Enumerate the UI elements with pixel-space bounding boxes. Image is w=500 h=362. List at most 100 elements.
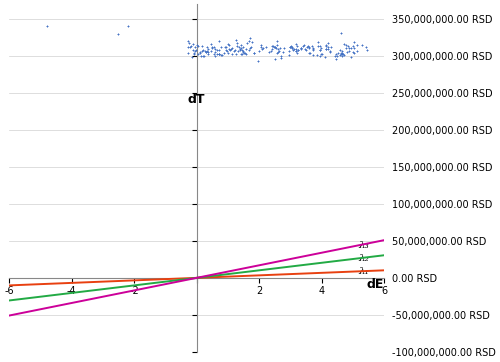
Point bbox=[288, 45, 296, 51]
Point bbox=[196, 50, 204, 56]
Point bbox=[338, 53, 345, 59]
Point bbox=[232, 51, 240, 56]
Point bbox=[198, 43, 206, 49]
Point bbox=[285, 48, 293, 54]
Point bbox=[194, 51, 202, 57]
Point bbox=[250, 51, 258, 56]
Point bbox=[324, 46, 332, 52]
Point bbox=[303, 44, 311, 50]
Point bbox=[239, 48, 247, 54]
Point bbox=[194, 42, 202, 48]
Point bbox=[292, 49, 300, 54]
Point bbox=[242, 51, 250, 56]
Point bbox=[224, 50, 232, 55]
Point bbox=[272, 45, 280, 50]
Point bbox=[225, 46, 233, 52]
Point bbox=[299, 43, 307, 49]
Point bbox=[274, 46, 281, 51]
Point bbox=[318, 51, 326, 57]
Point bbox=[309, 45, 317, 51]
Point bbox=[342, 45, 350, 51]
Point bbox=[346, 48, 354, 54]
Point bbox=[290, 46, 298, 52]
Text: dT: dT bbox=[188, 93, 206, 106]
Text: λ₃: λ₃ bbox=[358, 241, 370, 250]
Point bbox=[222, 44, 230, 50]
Point bbox=[316, 47, 324, 53]
Point bbox=[236, 47, 244, 53]
Point bbox=[288, 45, 296, 51]
Point bbox=[246, 44, 254, 50]
Point bbox=[204, 51, 212, 57]
Point bbox=[314, 39, 322, 45]
Point bbox=[250, 50, 258, 56]
Point bbox=[246, 35, 254, 41]
Point bbox=[326, 48, 334, 54]
Point bbox=[293, 43, 301, 49]
Point bbox=[230, 48, 238, 54]
Point bbox=[189, 47, 197, 52]
Point bbox=[304, 43, 312, 49]
Point bbox=[255, 48, 263, 54]
Point bbox=[280, 45, 288, 51]
Point bbox=[286, 43, 294, 49]
Point bbox=[297, 45, 305, 50]
Point bbox=[316, 47, 324, 52]
Point bbox=[358, 42, 366, 48]
Point bbox=[332, 51, 340, 56]
Point bbox=[308, 43, 316, 49]
Point bbox=[363, 47, 371, 53]
Point bbox=[342, 42, 350, 48]
Point bbox=[273, 38, 281, 43]
Point bbox=[235, 44, 243, 50]
Point bbox=[272, 45, 280, 51]
Point bbox=[208, 44, 216, 50]
Point bbox=[338, 48, 345, 54]
Point bbox=[208, 45, 216, 50]
Point bbox=[192, 44, 200, 50]
Point bbox=[242, 50, 250, 56]
Point bbox=[258, 46, 266, 52]
Point bbox=[337, 51, 345, 57]
Point bbox=[336, 47, 344, 53]
Point bbox=[336, 52, 344, 58]
Point bbox=[204, 49, 212, 55]
Point bbox=[271, 44, 279, 50]
Point bbox=[233, 40, 241, 46]
Point bbox=[237, 51, 245, 56]
Point bbox=[301, 46, 309, 52]
Point bbox=[225, 42, 233, 48]
Point bbox=[334, 50, 342, 55]
Point bbox=[286, 45, 294, 50]
Point bbox=[114, 31, 122, 37]
Text: dE: dE bbox=[367, 278, 384, 291]
Point bbox=[239, 44, 247, 50]
Point bbox=[292, 41, 300, 47]
Point bbox=[268, 43, 276, 49]
Point bbox=[234, 48, 241, 54]
Point bbox=[322, 54, 330, 60]
Point bbox=[188, 54, 196, 60]
Point bbox=[199, 47, 207, 52]
Point bbox=[316, 45, 324, 51]
Point bbox=[338, 50, 346, 56]
Point bbox=[268, 48, 276, 54]
Point bbox=[200, 48, 208, 54]
Point bbox=[224, 41, 232, 47]
Point bbox=[306, 50, 314, 56]
Point bbox=[218, 52, 226, 58]
Point bbox=[270, 45, 278, 50]
Point bbox=[338, 50, 345, 56]
Point bbox=[298, 45, 306, 51]
Point bbox=[343, 49, 351, 55]
Point bbox=[254, 58, 262, 64]
Point bbox=[269, 43, 277, 49]
Point bbox=[236, 46, 244, 52]
Point bbox=[204, 46, 212, 52]
Point bbox=[220, 50, 228, 56]
Point bbox=[185, 40, 193, 46]
Point bbox=[222, 45, 230, 50]
Point bbox=[187, 43, 195, 49]
Point bbox=[211, 49, 219, 55]
Point bbox=[184, 44, 192, 50]
